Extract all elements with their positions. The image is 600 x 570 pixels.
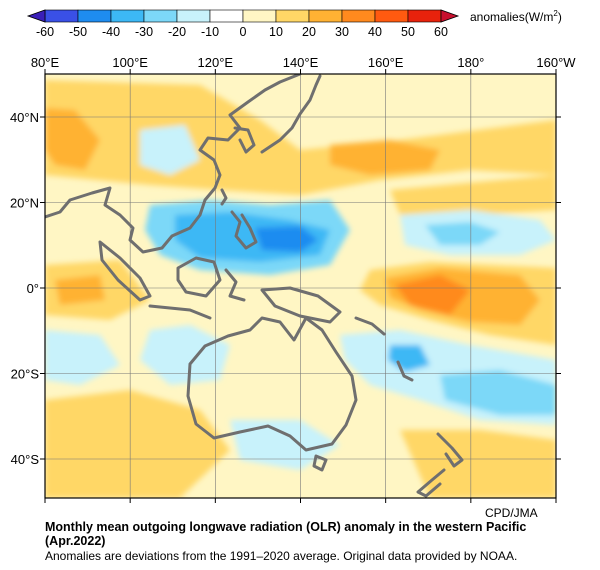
figure-title: Monthly mean outgoing longwave radiation…: [45, 520, 585, 548]
positive-anomaly-patch-north-central: [330, 140, 440, 175]
colorbar-tick-label: 40: [368, 25, 382, 39]
colorbar-cell: [77, 9, 112, 23]
latitude-label: 40°N: [10, 110, 39, 125]
colorbar-cell: [242, 9, 277, 23]
longitude-label: 120°E: [198, 55, 234, 70]
colorbar-unit-label: anomalies(W/m2): [470, 9, 562, 24]
longitude-label: 180°: [457, 55, 484, 70]
colorbar-tick-label: -10: [201, 25, 219, 39]
colorbar-tick-label: 10: [269, 25, 283, 39]
colorbar-cells: [44, 9, 442, 23]
longitude-label: 160°W: [536, 55, 576, 70]
colorbar-tick-label: -20: [168, 25, 186, 39]
coast-asia-mainland: [45, 74, 302, 254]
colorbar-cell: [341, 9, 376, 23]
coast-new-zealand-south: [416, 468, 446, 498]
coast-new-guinea: [260, 286, 342, 324]
negative-anomaly-southern-ocean: [230, 420, 340, 470]
negative-anomaly-indian-ocean: [45, 330, 120, 385]
coast-vanuatu-fiji: [396, 360, 414, 382]
colorbar-cell: [110, 9, 145, 23]
coast-korea: [233, 126, 256, 154]
colorbar-tick-label: -50: [69, 25, 87, 39]
colorbar-tick-label: -30: [135, 25, 153, 39]
map-tick-marks: [40, 69, 561, 503]
coast-sumatra: [98, 240, 152, 302]
coast-java: [148, 304, 212, 320]
colorbar-tick-label: 30: [335, 25, 349, 39]
longitude-label: 80°E: [31, 55, 60, 70]
longitude-label: 160°E: [368, 55, 404, 70]
latitude-label: 40°S: [11, 452, 40, 467]
credit-label: CPD/JMA: [485, 506, 538, 520]
colorbar-right-arrow: [440, 9, 460, 23]
positive-anomaly-patch-west: [55, 275, 105, 305]
latitude-label: 0°: [27, 281, 39, 296]
colorbar-tick-label: 60: [434, 25, 448, 39]
longitude-label: 140°E: [283, 55, 319, 70]
coast-australia: [186, 316, 358, 452]
colorbar-cell: [143, 9, 178, 23]
colorbar-tick-label: 0: [240, 25, 247, 39]
coast-sulawesi: [224, 268, 246, 302]
map-panel: 80°E 100°E 120°E 140°E 160°E 180° 160°W 40°N 20…: [10, 55, 576, 503]
positive-anomaly-patch-northwest: [45, 108, 100, 170]
colorbar-cell: [275, 9, 310, 23]
positive-anomaly-equatorial-pacific-peak: [395, 275, 470, 315]
negative-anomaly-philippines-peak: [255, 226, 318, 252]
positive-anomaly-southeast: [400, 430, 556, 498]
colorbar-cell: [308, 9, 343, 23]
coast-taiwan: [220, 188, 228, 206]
colorbar-tick-label: -60: [36, 25, 54, 39]
positive-anomaly-south: [45, 390, 230, 498]
colorbar-cell: [209, 9, 244, 23]
figure-note: Anomalies are deviations from the 1991–2…: [45, 549, 518, 563]
coast-philippines: [230, 210, 258, 250]
coast-japan: [260, 74, 322, 154]
coast-borneo: [176, 256, 222, 298]
negative-anomaly-south-pacific-east: [440, 370, 556, 415]
negative-anomaly-central-pacific-core: [425, 222, 500, 245]
coastlines: [45, 74, 464, 498]
colorbar-tick-labels: -60 -50 -40 -30 -20 -10 0 10 20 30 40 50 60: [36, 25, 448, 39]
latitude-label: 20°S: [11, 367, 40, 382]
colorbar-tick-label: -40: [102, 25, 120, 39]
longitude-labels: 80°E 100°E 120°E 140°E 160°E 180° 160°W: [31, 55, 576, 70]
latitude-label: 20°N: [10, 196, 39, 211]
negative-anomaly-east-asia: [140, 125, 200, 175]
colorbar-cell: [407, 9, 442, 23]
negative-anomaly-australia-west: [140, 325, 230, 385]
coast-tasmania: [312, 454, 328, 472]
longitude-label: 100°E: [112, 55, 148, 70]
colorbar: -60 -50 -40 -30 -20 -10 0 10 20 30 40 50 60 anomalie…: [26, 9, 562, 39]
colorbar-cell: [44, 9, 79, 23]
colorbar-cell: [176, 9, 211, 23]
latitude-labels: 40°N 20°N 0° 20°S 40°S: [10, 110, 39, 467]
coast-solomon-islands: [354, 316, 386, 336]
colorbar-tick-label: 20: [302, 25, 316, 39]
coast-new-zealand-north: [436, 432, 464, 468]
colorbar-cell: [374, 9, 409, 23]
positive-anomaly-band-midlat: [390, 175, 556, 215]
colorbar-tick-label: 50: [401, 25, 415, 39]
colorbar-left-arrow: [26, 9, 46, 23]
figure-title-line2: (Apr.2022): [45, 534, 106, 548]
figure-title-line1: Monthly mean outgoing longwave radiation…: [45, 520, 527, 534]
